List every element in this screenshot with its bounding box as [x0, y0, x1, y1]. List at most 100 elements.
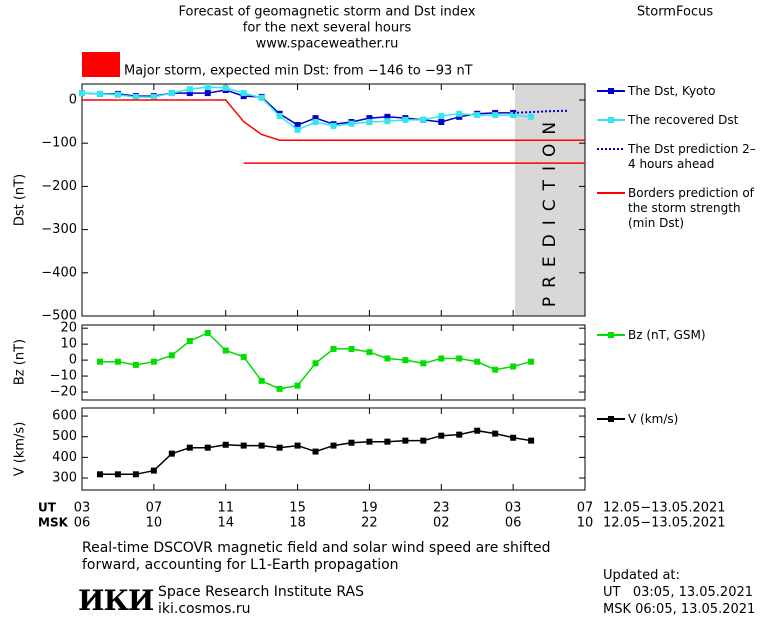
data-point: [348, 439, 355, 446]
header-line: for the next several hours: [243, 21, 412, 36]
data-point: [438, 432, 445, 439]
data-point: [186, 444, 193, 451]
x-tick-label-msk: 10: [146, 516, 163, 531]
y-tick-label: 0: [69, 353, 77, 368]
data-point: [150, 467, 157, 474]
data-point: [366, 119, 373, 126]
data-point: [168, 352, 175, 359]
y-tick-label: 10: [60, 337, 77, 352]
data-point: [204, 84, 211, 91]
data-point: [186, 337, 193, 344]
updated: Updated at:: [603, 568, 680, 583]
data-point: [348, 120, 355, 127]
institute: Space Research Institute RAS: [158, 584, 364, 600]
x-tick-label: 11: [217, 501, 234, 516]
data-point: [168, 90, 175, 97]
data-point: [366, 115, 373, 122]
y-axis-label: V (km/s): [13, 422, 28, 477]
data-point: [366, 349, 373, 356]
data-point: [132, 471, 139, 478]
x-date-label: 12.05−13.05.2021: [603, 516, 726, 531]
x-tick-label-msk: 22: [361, 516, 378, 531]
data-point: [510, 112, 517, 119]
data-point: [420, 116, 427, 123]
data-point: [186, 86, 193, 93]
data-point: [474, 427, 481, 434]
y-tick-label: −400: [41, 265, 77, 280]
data-point: [204, 90, 211, 97]
x-row-label: UT: [38, 501, 57, 515]
data-point: [492, 366, 499, 373]
legend-label: V (km/s): [628, 412, 679, 426]
legend-label: The Dst prediction 2–4 hours ahead: [628, 142, 756, 171]
data-point: [438, 119, 445, 126]
data-point: [168, 450, 175, 457]
data-point: [384, 438, 391, 445]
data-point: [114, 471, 121, 478]
data-point: [150, 358, 157, 365]
data-point: [150, 93, 157, 100]
data-point: [456, 110, 463, 117]
legend-label: The recovered Dst: [628, 113, 739, 127]
data-point: [402, 437, 409, 444]
data-point: [204, 329, 211, 336]
y-tick-label: −300: [41, 222, 77, 237]
header-line: www.spaceweather.ru: [256, 37, 399, 52]
legend-marker: [608, 117, 614, 123]
data-point: [330, 122, 337, 129]
x-row-label: MSK: [38, 516, 69, 530]
x-tick-label-msk: 06: [505, 516, 522, 531]
data-point: [510, 363, 517, 370]
x-tick-label: 03: [505, 501, 522, 516]
updated: UT 03:05, 13.05.2021: [603, 585, 754, 600]
data-point: [132, 93, 139, 100]
data-point: [402, 116, 409, 123]
data-point: [330, 345, 337, 352]
series-line: [81, 89, 514, 126]
data-point: [312, 448, 319, 455]
plot-frame: [81, 324, 586, 401]
note: forward, accounting for L1-Earth propaga…: [82, 557, 399, 573]
x-tick-label: 07: [577, 501, 594, 516]
data-point: [258, 377, 265, 384]
annotation: Major storm, expected min Dst: from −146…: [124, 64, 473, 79]
data-point: [258, 442, 265, 449]
x-tick-label: 19: [361, 501, 378, 516]
legend-label: Borders prediction of the storm strength…: [628, 186, 754, 230]
prediction-label: PREDICTION: [540, 113, 560, 307]
legend-marker: [608, 416, 614, 422]
data-point: [312, 119, 319, 126]
y-tick-label: −500: [41, 309, 77, 324]
y-tick-label: 0: [69, 92, 77, 107]
header-line: Forecast of geomagnetic storm and Dst in…: [178, 5, 475, 20]
series-line: [82, 99, 585, 141]
data-point: [438, 355, 445, 362]
data-point: [366, 438, 373, 445]
data-point: [96, 90, 103, 97]
data-point: [528, 358, 535, 365]
data-point: [186, 90, 193, 97]
data-point: [330, 442, 337, 449]
data-point: [474, 358, 481, 365]
x-tick-label: 03: [74, 501, 91, 516]
data-point: [258, 94, 265, 101]
y-tick-label: 500: [52, 429, 77, 444]
data-point: [79, 90, 85, 97]
updated: MSK 06:05, 13.05.2021: [603, 602, 756, 617]
data-point: [528, 437, 535, 444]
legend-label: Bz (nT, GSM): [628, 328, 706, 342]
data-point: [348, 345, 355, 352]
x-tick-label-msk: 14: [217, 516, 234, 531]
data-point: [96, 471, 103, 478]
data-point: [222, 441, 229, 448]
data-point: [240, 90, 247, 97]
x-tick-label-msk: 10: [577, 516, 594, 531]
data-point: [312, 115, 319, 122]
data-point: [222, 347, 229, 354]
y-tick-label: −100: [41, 136, 77, 151]
data-point: [510, 434, 517, 441]
panel: PREDICTION 0 −100 −200 −300 −400 −500 Dst (nT) M…: [13, 52, 625, 324]
